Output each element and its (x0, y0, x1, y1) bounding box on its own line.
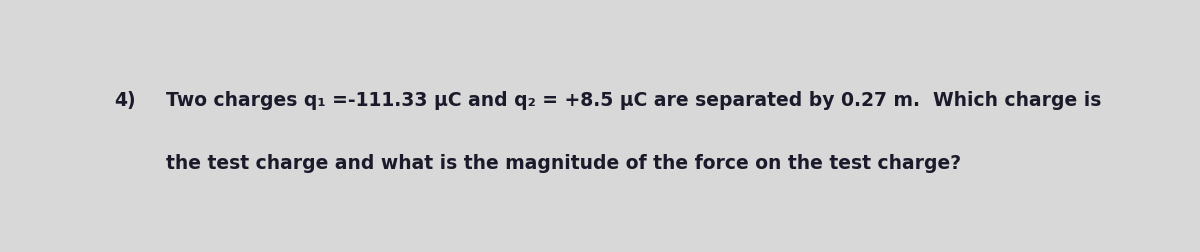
Text: 4): 4) (114, 91, 136, 110)
Text: Two charges q₁ =-111.33 μC and q₂ = +8.5 μC are separated by 0.27 m.  Which char: Two charges q₁ =-111.33 μC and q₂ = +8.5… (166, 91, 1100, 110)
Text: the test charge and what is the magnitude of the force on the test charge?: the test charge and what is the magnitud… (166, 154, 961, 173)
